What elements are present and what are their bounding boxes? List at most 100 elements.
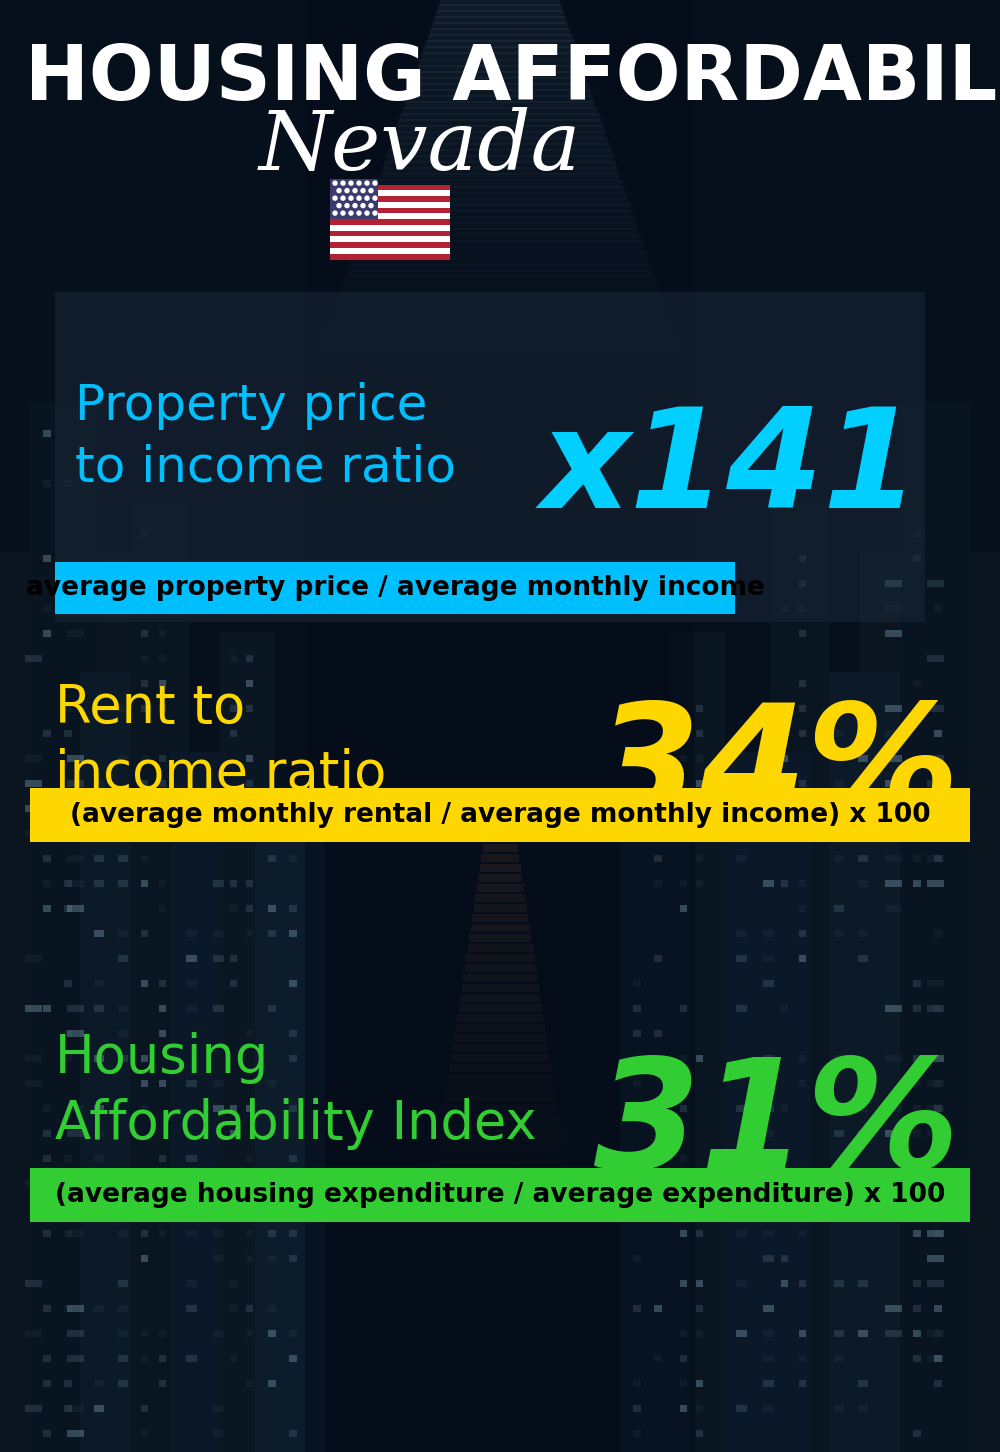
Bar	[696, 755, 703, 762]
Bar	[471, 923, 530, 932]
Bar	[488, 804, 512, 812]
Bar	[64, 579, 72, 587]
Bar	[934, 780, 942, 787]
Bar	[361, 228, 639, 235]
Bar	[885, 605, 902, 611]
Bar	[633, 1029, 641, 1037]
Bar	[438, 4, 562, 12]
Bar	[736, 955, 747, 963]
Bar	[633, 1406, 641, 1411]
Bar	[330, 237, 450, 242]
Bar	[330, 196, 450, 202]
Bar	[330, 231, 450, 237]
Bar	[230, 980, 237, 987]
Circle shape	[357, 211, 361, 215]
Bar	[781, 1205, 788, 1212]
Bar	[159, 755, 166, 762]
Bar	[696, 1305, 703, 1313]
Bar	[30, 1167, 970, 1223]
Bar	[323, 337, 677, 344]
Bar	[927, 831, 944, 836]
Bar	[858, 1281, 868, 1286]
Bar	[330, 254, 450, 260]
Bar	[43, 1355, 51, 1362]
Bar	[913, 1305, 921, 1313]
Bar	[43, 804, 51, 812]
Bar	[30, 788, 970, 842]
Bar	[289, 1355, 297, 1362]
Bar	[478, 874, 522, 881]
Bar	[680, 1105, 686, 1112]
Bar	[319, 348, 681, 357]
Bar	[696, 1180, 703, 1186]
Bar	[268, 1080, 276, 1088]
Bar	[43, 855, 51, 862]
Bar	[246, 1330, 253, 1337]
Bar	[186, 1180, 197, 1186]
Bar	[159, 1005, 166, 1012]
Bar	[330, 184, 450, 190]
Bar	[462, 984, 538, 992]
Bar	[413, 77, 587, 84]
Bar	[141, 1105, 148, 1112]
Bar	[350, 258, 650, 266]
Bar	[444, 1104, 556, 1112]
Bar	[799, 1205, 806, 1212]
Text: Rent to
income ratio: Rent to income ratio	[55, 682, 386, 800]
Bar	[246, 831, 253, 836]
Bar	[64, 481, 72, 486]
Bar	[330, 225, 450, 231]
Bar	[430, 28, 570, 36]
Bar	[67, 1406, 84, 1411]
Bar	[885, 755, 902, 762]
Bar	[633, 1205, 641, 1212]
Bar	[763, 980, 774, 987]
Bar	[446, 1085, 554, 1092]
Bar	[763, 1230, 774, 1237]
Bar	[781, 880, 788, 887]
Bar	[763, 955, 774, 963]
Bar	[141, 880, 148, 887]
Bar	[633, 1255, 641, 1262]
Bar	[654, 955, 662, 963]
Bar	[736, 1205, 747, 1212]
Bar	[834, 929, 844, 937]
Bar	[159, 706, 166, 711]
Bar	[927, 655, 944, 662]
Bar	[913, 1180, 921, 1186]
Bar	[927, 1255, 944, 1262]
Bar	[440, 0, 560, 6]
Text: Property price
to income ratio: Property price to income ratio	[75, 382, 456, 491]
Bar	[186, 804, 197, 812]
Bar	[289, 1330, 297, 1337]
Bar	[64, 1029, 72, 1037]
Bar	[64, 804, 72, 812]
Bar	[927, 880, 944, 887]
Bar	[484, 833, 516, 842]
Bar	[118, 804, 128, 812]
Bar	[934, 1330, 942, 1337]
Bar	[885, 1180, 902, 1186]
Bar	[472, 913, 528, 922]
Bar	[246, 655, 253, 662]
Bar	[230, 804, 237, 812]
Bar	[834, 1281, 844, 1286]
Bar	[230, 905, 237, 912]
Bar	[213, 880, 224, 887]
Bar	[696, 730, 703, 738]
Circle shape	[361, 189, 365, 193]
Bar	[858, 1180, 868, 1186]
Bar	[386, 155, 614, 163]
Bar	[25, 755, 42, 762]
Bar	[25, 1330, 42, 1337]
Bar	[141, 530, 148, 537]
Bar	[141, 579, 148, 587]
Bar	[885, 579, 902, 587]
Bar	[934, 804, 942, 812]
Bar	[417, 64, 583, 73]
Bar	[363, 222, 637, 229]
Bar	[858, 855, 868, 862]
Bar	[654, 1355, 662, 1362]
Bar	[141, 755, 148, 762]
Bar	[799, 706, 806, 711]
